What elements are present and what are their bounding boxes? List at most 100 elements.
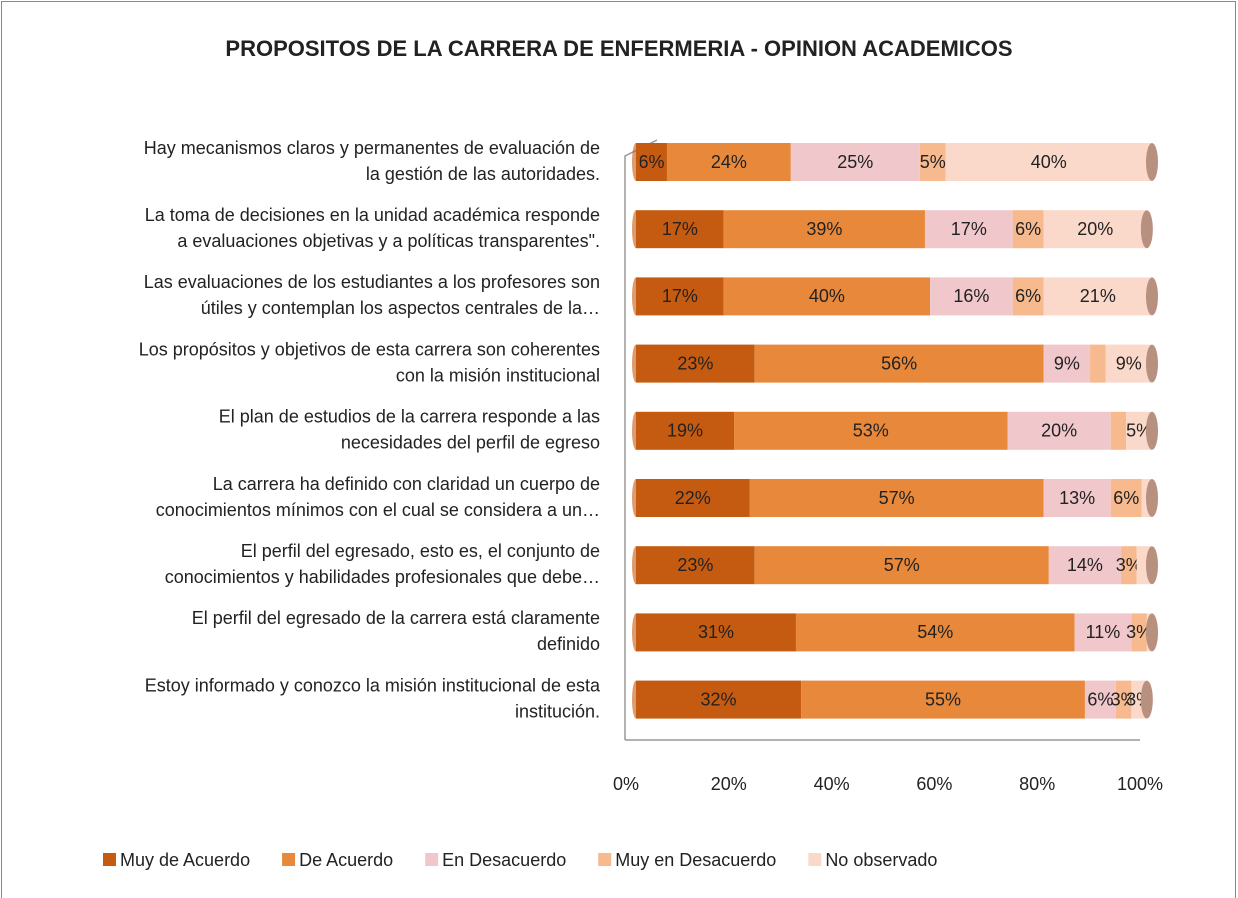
bar-segment (919, 143, 946, 181)
x-tick-label: 100% (1117, 774, 1163, 794)
bar-cap-left (632, 344, 640, 383)
category-label: Hay mecanismos claros y permanentes de e… (144, 138, 600, 158)
data-label: 19% (667, 421, 703, 441)
data-label: 9% (1116, 353, 1142, 373)
category-label: a evaluaciones objetivas y a políticas t… (177, 231, 600, 251)
bar-segment (636, 680, 802, 719)
bar-segment (636, 411, 735, 450)
data-label: 23% (677, 353, 713, 373)
data-label: 32% (701, 689, 737, 709)
legend-swatch (425, 853, 439, 866)
bar-segment (636, 546, 755, 585)
bar-cap (1146, 277, 1158, 316)
bar-segment (636, 210, 724, 249)
category-label: Las evaluaciones de los estudiantes a lo… (144, 272, 600, 292)
bar-segment (1012, 210, 1044, 249)
data-label: 40% (1031, 152, 1067, 172)
bar-segment (1084, 680, 1116, 719)
data-label: 25% (837, 152, 873, 172)
legend-label: De Acuerdo (299, 850, 393, 870)
bar-cap (1146, 613, 1158, 652)
data-label: 40% (809, 286, 845, 306)
bar-segment (1115, 680, 1132, 719)
category-label: necesidades del perfil de egreso (341, 433, 600, 453)
bar-cap-left (632, 479, 640, 517)
bar-segment (754, 344, 1044, 383)
bar-segment (636, 613, 796, 652)
data-label: 21% (1080, 286, 1116, 306)
legend-swatch (808, 853, 822, 866)
data-label: 17% (662, 219, 698, 239)
bar-cap (1146, 411, 1158, 450)
bar-segment (1007, 411, 1111, 450)
category-label: la gestión de las autoridades. (366, 164, 600, 184)
data-label: 55% (925, 689, 961, 709)
category-label: conocimientos mínimos con el cual se con… (156, 500, 600, 520)
x-tick-label: 80% (1019, 774, 1055, 794)
data-label: 6% (1113, 488, 1139, 508)
bar-cap (1146, 479, 1158, 517)
data-label: 17% (951, 219, 987, 239)
x-tick-label: 40% (814, 774, 850, 794)
bar-segment (666, 143, 791, 181)
data-label: 3% (1116, 555, 1142, 575)
bar-segment (636, 479, 750, 517)
bar-segment (790, 143, 920, 181)
data-label: 57% (884, 555, 920, 575)
bar-cap (1146, 143, 1158, 181)
data-label: 56% (881, 353, 917, 373)
bar-segment (1105, 344, 1152, 383)
chart-title: PROPOSITOS DE LA CARRERA DE ENFERMERIA -… (225, 36, 1012, 61)
bar-cap-left (632, 411, 640, 450)
legend-swatch (282, 853, 296, 866)
legend-swatch (103, 853, 116, 866)
category-label: La carrera ha definido con claridad un c… (213, 474, 600, 494)
data-label: 6% (1087, 689, 1113, 709)
data-label: 22% (675, 488, 711, 508)
bar-segment (636, 143, 667, 181)
data-label: 24% (711, 152, 747, 172)
bar-cap-left (632, 277, 640, 316)
bar-segment (1131, 613, 1147, 652)
x-tick-label: 0% (613, 774, 639, 794)
bar-segment (1043, 479, 1111, 517)
legend-swatch (598, 853, 612, 866)
bar-segment (1074, 613, 1132, 652)
data-label: 39% (806, 219, 842, 239)
bar-cap-left (632, 613, 640, 652)
bar-segment (1121, 546, 1137, 585)
bar-segment (754, 546, 1049, 585)
legend-label: Muy en Desacuerdo (615, 850, 776, 870)
category-label: El plan de estudios de la carrera respon… (219, 407, 600, 427)
data-label: 6% (1015, 286, 1041, 306)
x-tick-label: 60% (916, 774, 952, 794)
data-label: 54% (917, 622, 953, 642)
bar-segment (1048, 546, 1122, 585)
bar-segment (723, 210, 925, 249)
bar-segment (734, 411, 1008, 450)
data-label: 5% (1126, 421, 1152, 441)
data-label: 23% (677, 555, 713, 575)
category-label: La toma de decisiones en la unidad acadé… (145, 205, 600, 225)
bar-cap (1146, 546, 1158, 585)
bar-cap-left (632, 143, 640, 181)
x-tick-label: 20% (711, 774, 747, 794)
data-label: 57% (879, 488, 915, 508)
data-label: 9% (1054, 353, 1080, 373)
data-label: 31% (698, 622, 734, 642)
data-label: 13% (1059, 488, 1095, 508)
bar-segment (945, 143, 1152, 181)
data-label: 14% (1067, 555, 1103, 575)
bar-segment (1110, 411, 1127, 450)
data-label: 20% (1077, 219, 1113, 239)
category-label: Los propósitos y objetivos de esta carre… (139, 339, 600, 359)
category-label: institución. (515, 701, 600, 721)
data-label: 17% (662, 286, 698, 306)
category-label: con la misión institucional (396, 365, 600, 385)
bar-segment (795, 613, 1075, 652)
data-label: 3% (1111, 689, 1137, 709)
bar-segment (1110, 479, 1142, 517)
legend-label: En Desacuerdo (442, 850, 566, 870)
bar-cap (1146, 344, 1158, 383)
